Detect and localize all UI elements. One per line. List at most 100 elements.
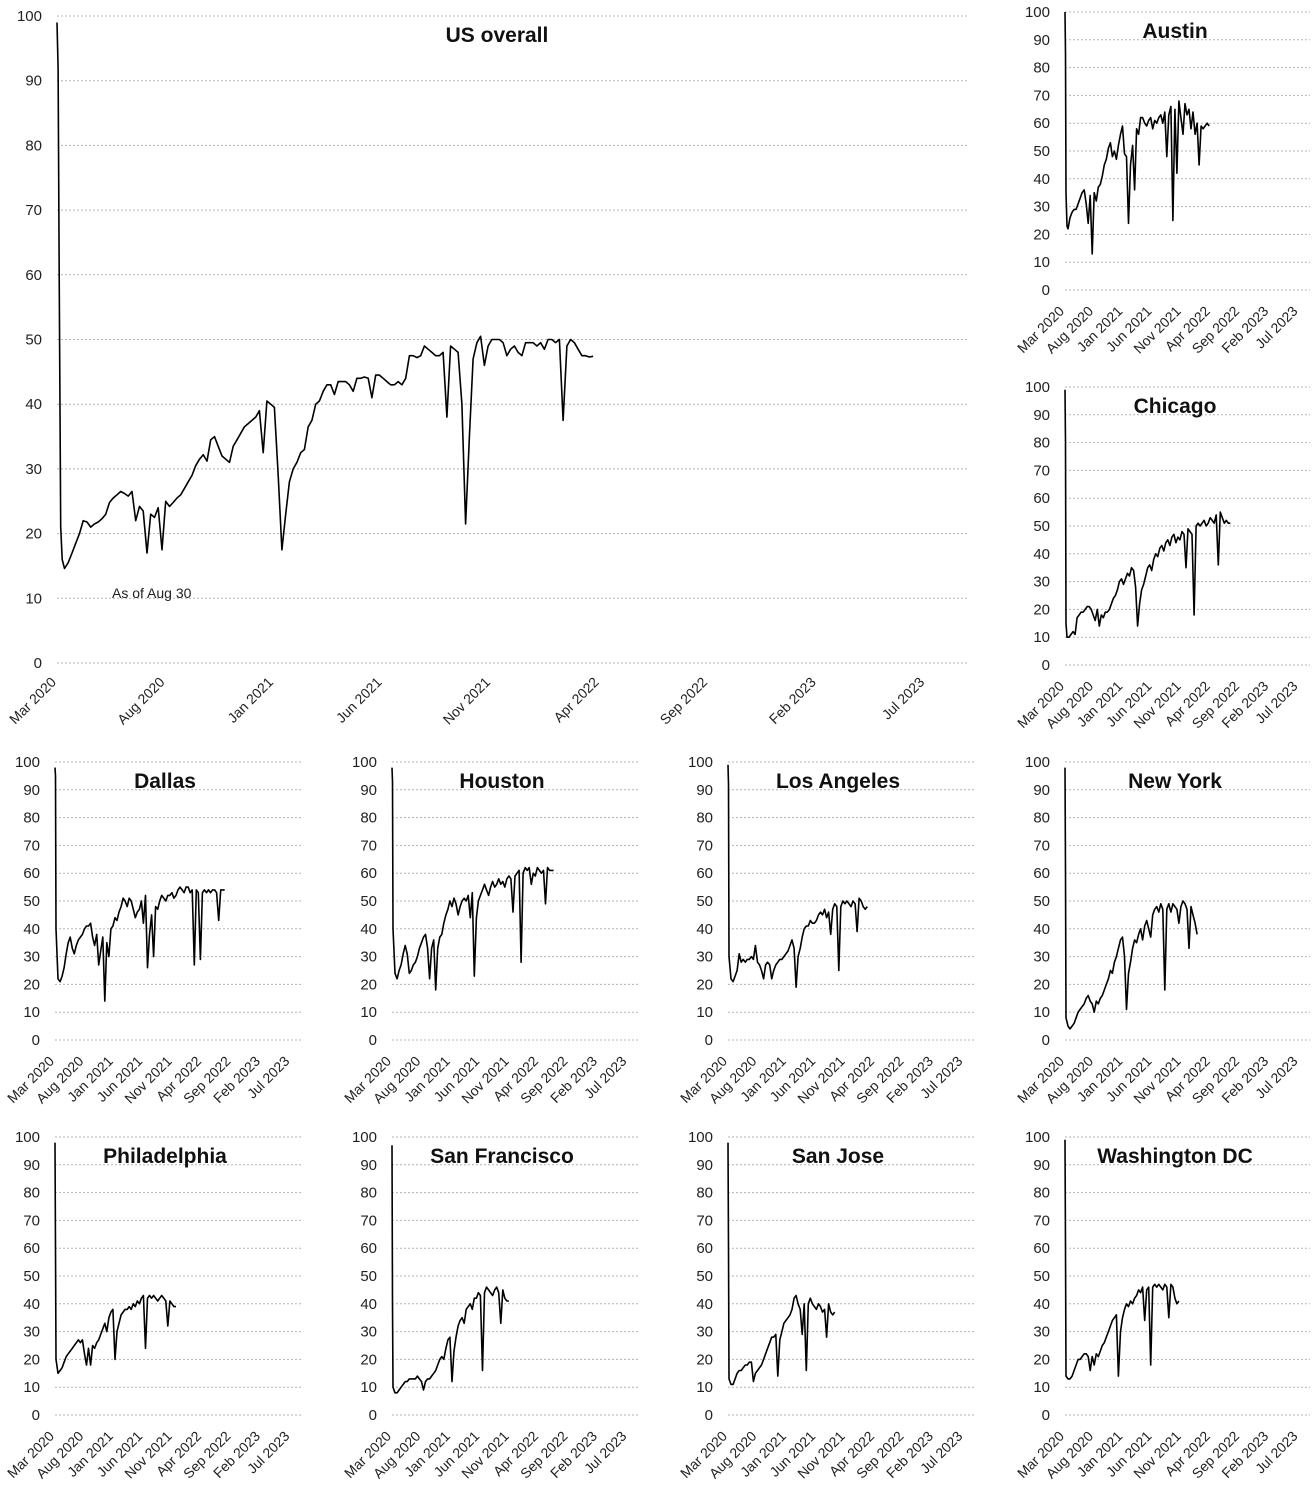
y-tick-label: 80: [360, 1185, 377, 1202]
y-tick-label: 60: [1033, 865, 1050, 882]
series-line: [727, 764, 868, 988]
series-line: [56, 22, 594, 570]
y-tick-label: 20: [1033, 601, 1050, 618]
y-tick-label: 50: [1033, 518, 1050, 535]
chart-title: New York: [1128, 770, 1222, 793]
series-line: [54, 767, 225, 1002]
y-tick-label: 10: [1033, 254, 1050, 271]
y-tick-label: 10: [360, 1379, 377, 1396]
y-tick-label: 70: [1033, 837, 1050, 854]
y-tick-label: 20: [1033, 1351, 1050, 1368]
y-tick-label: 50: [23, 1268, 40, 1285]
x-tick-label: Aug 2020: [114, 674, 168, 728]
series-line: [391, 1145, 509, 1394]
y-tick-label: 20: [696, 976, 713, 993]
y-tick-label: 80: [25, 137, 42, 154]
series-line: [1064, 389, 1231, 638]
y-tick-label: 30: [360, 949, 377, 966]
annotation-label: As of Aug 30: [112, 585, 192, 601]
y-tick-label: 100: [1025, 379, 1050, 396]
y-tick-label: 50: [1033, 143, 1050, 160]
y-tick-label: 90: [696, 782, 713, 799]
y-tick-label: 40: [696, 1296, 713, 1313]
y-tick-label: 100: [15, 754, 40, 771]
y-tick-label: 100: [688, 1129, 713, 1146]
y-tick-label: 30: [696, 949, 713, 966]
x-tick-label: Nov 2021: [440, 674, 494, 728]
y-tick-label: 30: [1033, 574, 1050, 591]
y-tick-label: 60: [1033, 115, 1050, 132]
y-tick-label: 0: [705, 1407, 713, 1424]
y-tick-label: 100: [1025, 1129, 1050, 1146]
y-tick-label: 0: [369, 1407, 377, 1424]
y-tick-label: 70: [696, 1212, 713, 1229]
y-tick-label: 0: [1042, 657, 1050, 674]
x-tick-label: Apr 2022: [550, 674, 602, 726]
y-tick-label: 0: [1042, 1407, 1050, 1424]
y-tick-label: 50: [1033, 893, 1050, 910]
chart-title: US overall: [446, 24, 549, 47]
y-tick-label: 40: [23, 1296, 40, 1313]
y-tick-label: 0: [32, 1032, 40, 1049]
y-tick-label: 30: [25, 461, 42, 478]
y-tick-label: 0: [705, 1032, 713, 1049]
y-tick-label: 40: [1033, 546, 1050, 563]
y-tick-label: 20: [1033, 226, 1050, 243]
y-tick-label: 100: [352, 1129, 377, 1146]
y-tick-label: 40: [1033, 921, 1050, 938]
y-tick-label: 50: [1033, 1268, 1050, 1285]
y-tick-label: 60: [696, 865, 713, 882]
y-tick-label: 10: [1033, 629, 1050, 646]
y-tick-label: 30: [696, 1324, 713, 1341]
y-tick-label: 40: [360, 1296, 377, 1313]
y-tick-label: 80: [360, 810, 377, 827]
y-tick-label: 0: [1042, 1032, 1050, 1049]
y-tick-label: 90: [1033, 1157, 1050, 1174]
y-tick-label: 0: [32, 1407, 40, 1424]
y-tick-label: 80: [1033, 1185, 1050, 1202]
y-tick-label: 60: [25, 267, 42, 284]
x-tick-label: Jun 2021: [333, 674, 385, 726]
y-tick-label: 10: [23, 1004, 40, 1021]
x-tick-label: Jan 2021: [224, 674, 276, 726]
chart-title: Philadelphia: [103, 1145, 227, 1168]
y-tick-label: 60: [360, 1240, 377, 1257]
y-tick-label: 10: [696, 1004, 713, 1021]
y-tick-label: 20: [23, 1351, 40, 1368]
y-tick-label: 60: [23, 865, 40, 882]
y-tick-label: 70: [25, 202, 42, 219]
y-tick-label: 70: [1033, 87, 1050, 104]
y-tick-label: 10: [696, 1379, 713, 1396]
y-tick-label: 40: [1033, 1296, 1050, 1313]
chart-title: Dallas: [134, 770, 196, 793]
y-tick-label: 80: [23, 810, 40, 827]
chart-title: Austin: [1142, 20, 1207, 43]
y-tick-label: 10: [1033, 1379, 1050, 1396]
chart-title: San Francisco: [430, 1145, 574, 1168]
y-tick-label: 0: [34, 655, 42, 672]
y-tick-label: 30: [1033, 949, 1050, 966]
y-tick-label: 70: [23, 837, 40, 854]
y-tick-label: 40: [360, 921, 377, 938]
y-tick-label: 90: [360, 782, 377, 799]
y-tick-label: 90: [23, 1157, 40, 1174]
y-tick-label: 20: [23, 976, 40, 993]
y-tick-label: 40: [696, 921, 713, 938]
series-line: [1064, 1139, 1180, 1380]
y-tick-label: 100: [1025, 4, 1050, 21]
y-tick-label: 20: [25, 526, 42, 543]
y-tick-label: 70: [23, 1212, 40, 1229]
y-tick-label: 50: [696, 1268, 713, 1285]
y-tick-label: 40: [25, 396, 42, 413]
y-tick-label: 50: [25, 332, 42, 349]
y-tick-label: 100: [688, 754, 713, 771]
y-tick-label: 20: [696, 1351, 713, 1368]
